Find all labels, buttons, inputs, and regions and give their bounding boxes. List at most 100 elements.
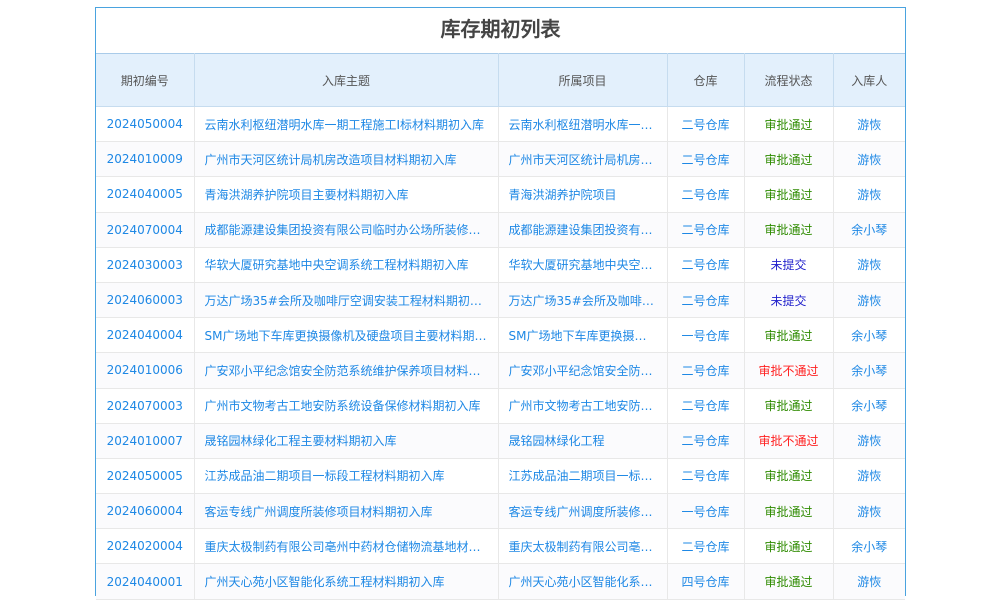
cell-warehouse: 二号仓库 [666, 141, 745, 178]
cell-person: 游恢 [832, 176, 905, 213]
cell-id[interactable]: 2024010007 [96, 422, 195, 459]
cell-subject[interactable]: 青海洪湖养护院项目主要材料期初入库 [193, 176, 499, 213]
cell-warehouse: 四号仓库 [666, 563, 745, 600]
cell-project: 广安邓小平纪念馆安全防范系统维护保养项目 [497, 352, 668, 389]
cell-project: 华软大厦研究基地中央空调系统工程 [497, 246, 668, 283]
cell-id[interactable]: 2024050005 [96, 457, 195, 495]
cell-project: SM广场地下车库更换摄像机及硬盘项目 [497, 317, 668, 354]
cell-warehouse: 二号仓库 [666, 246, 745, 283]
cell-project: 青海洪湖养护院项目 [497, 176, 668, 213]
cell-status: 未提交 [743, 246, 834, 283]
cell-warehouse: 二号仓库 [666, 528, 745, 565]
cell-subject[interactable]: 重庆太极制药有限公司亳州中药材仓储物流基地材料期初入库 [193, 528, 499, 565]
cell-subject[interactable]: 万达广场35#会所及咖啡厅空调安装工程材料期初入库 [193, 281, 499, 319]
cell-id[interactable]: 2024070004 [96, 211, 195, 248]
cell-subject[interactable]: 广州市天河区统计局机房改造项目材料期初入库 [193, 141, 499, 178]
cell-warehouse: 二号仓库 [666, 352, 745, 389]
cell-person: 余小琴 [832, 211, 905, 248]
cell-id[interactable]: 2024050004 [96, 105, 195, 143]
cell-id[interactable]: 2024010006 [96, 352, 195, 389]
cell-status: 未提交 [743, 281, 834, 319]
inventory-table: 期初编号 入库主题 所属项目 仓库 流程状态 入库人 2024050004 云南水利枢纽潜明… [96, 53, 905, 600]
cell-id[interactable]: 2024020004 [96, 528, 195, 565]
column-header-status[interactable]: 流程状态 [743, 53, 834, 107]
cell-id[interactable]: 2024060003 [96, 281, 195, 319]
cell-id[interactable]: 2024040004 [96, 317, 195, 354]
cell-subject[interactable]: 成都能源建设集团投资有限公司临时办公场所装修材料期初入库 [193, 211, 499, 248]
cell-person: 余小琴 [832, 387, 905, 424]
column-header-project[interactable]: 所属项目 [497, 53, 668, 107]
cell-person: 余小琴 [832, 317, 905, 354]
cell-project: 客运专线广州调度所装修项目 [497, 493, 668, 530]
cell-warehouse: 二号仓库 [666, 281, 745, 319]
cell-subject[interactable]: 广安邓小平纪念馆安全防范系统维护保养项目材料期初入库 [193, 352, 499, 389]
cell-project: 重庆太极制药有限公司亳州中药材仓储物流基地 [497, 528, 668, 565]
cell-status: 审批不通过 [743, 352, 834, 389]
cell-status: 审批通过 [743, 563, 834, 600]
page-title: 库存期初列表 [440, 17, 561, 41]
table-row[interactable]: 2024060003 万达广场35#会所及咖啡厅空调安装工程材料期初入库 万达广场3… [96, 281, 905, 319]
column-header-person[interactable]: 入库人 [832, 53, 905, 107]
cell-warehouse: 二号仓库 [666, 422, 745, 459]
cell-id[interactable]: 2024040001 [96, 563, 195, 600]
cell-id[interactable]: 2024030003 [96, 246, 195, 283]
column-header-warehouse[interactable]: 仓库 [666, 53, 745, 107]
column-header-id[interactable]: 期初编号 [96, 53, 195, 107]
cell-person: 游恢 [832, 563, 905, 600]
table-row[interactable]: 2024030003 华软大厦研究基地中央空调系统工程材料期初入库 华软大厦研究基地… [96, 246, 905, 283]
cell-subject[interactable]: 广州市文物考古工地安防系统设备保修材料期初入库 [193, 387, 499, 424]
table-row[interactable]: 2024070004成都能源建设集团投资有限公司临时办公场所装修材料期初入库成都… [96, 211, 905, 248]
cell-person: 游恢 [832, 493, 905, 530]
cell-warehouse: 二号仓库 [666, 457, 745, 495]
table-row[interactable]: 2024050004 云南水利枢纽潜明水库一期工程施工I标材料期初入库 云南水利枢纽… [96, 105, 905, 143]
cell-id[interactable]: 2024040005 [96, 176, 195, 213]
table-row[interactable]: 2024020004 重庆太极制药有限公司亳州中药材仓储物流基地材料期初入库 重庆太… [96, 528, 905, 565]
cell-id[interactable]: 2024070003 [96, 387, 195, 424]
table-row[interactable]: 2024010009 广州市天河区统计局机房改造项目材料期初入库 广州市天河区统计局… [96, 141, 905, 178]
cell-project: 广州市天河区统计局机房改造项目 [497, 141, 668, 178]
cell-person: 游恢 [832, 105, 905, 143]
cell-status: 审批通过 [743, 105, 834, 143]
cell-warehouse: 二号仓库 [666, 176, 745, 213]
cell-project: 江苏成品油二期项目一标段工程 [497, 457, 668, 495]
table-row[interactable]: 2024050005 江苏成品油二期项目一标段工程材料期初入库 江苏成品油二期项目一… [96, 457, 905, 495]
cell-status: 审批通过 [743, 176, 834, 213]
column-header-subject[interactable]: 入库主题 [193, 53, 499, 107]
cell-warehouse: 二号仓库 [666, 211, 745, 248]
table-row[interactable]: 2024070003 广州市文物考古工地安防系统设备保修材料期初入库 广州市文物考古… [96, 387, 905, 424]
cell-person: 游恢 [832, 141, 905, 178]
cell-subject[interactable]: 广州天心苑小区智能化系统工程材料期初入库 [193, 563, 499, 600]
cell-warehouse: 二号仓库 [666, 387, 745, 424]
cell-subject[interactable]: 晟铭园林绿化工程主要材料期初入库 [193, 422, 499, 459]
cell-project: 广州天心苑小区智能化系统工程 [497, 563, 668, 600]
cell-project: 成都能源建设集团投资有限公司临时办公场所装修 [497, 211, 668, 248]
cell-id[interactable]: 2024060004 [96, 493, 195, 530]
cell-status: 审批通过 [743, 317, 834, 354]
cell-subject[interactable]: SM广场地下车库更换摄像机及硬盘项目主要材料期初入库 [193, 317, 499, 354]
cell-project: 广州市文物考古工地安防系统设备保修 [497, 387, 668, 424]
table-row[interactable]: 2024040005 青海洪湖养护院项目主要材料期初入库 青海洪湖养护院项目 二号仓库… [96, 176, 905, 213]
cell-person: 游恢 [832, 457, 905, 495]
cell-status: 审批通过 [743, 387, 834, 424]
table-row[interactable]: 2024040004 SM广场地下车库更换摄像机及硬盘项目主要材料期初入库 SM广场… [96, 317, 905, 354]
cell-person: 余小琴 [832, 352, 905, 389]
cell-status: 审批不通过 [743, 422, 834, 459]
table-row[interactable]: 2024010006 广安邓小平纪念馆安全防范系统维护保养项目材料期初入库 广安邓小… [96, 352, 905, 389]
cell-person: 游恢 [832, 246, 905, 283]
cell-warehouse: 一号仓库 [666, 493, 745, 530]
cell-status: 审批通过 [743, 141, 834, 178]
cell-subject[interactable]: 云南水利枢纽潜明水库一期工程施工I标材料期初入库 [193, 105, 499, 143]
table-row[interactable]: 2024010007 晟铭园林绿化工程主要材料期初入库 晟铭园林绿化工程 二号仓库 审批… [96, 422, 905, 459]
cell-person: 余小琴 [832, 528, 905, 565]
table-row[interactable]: 2024060004 客运专线广州调度所装修项目材料期初入库 客运专线广州调度所装修… [96, 493, 905, 530]
cell-project: 晟铭园林绿化工程 [497, 422, 668, 459]
cell-subject[interactable]: 江苏成品油二期项目一标段工程材料期初入库 [193, 457, 499, 495]
cell-id[interactable]: 2024010009 [96, 141, 195, 178]
cell-project: 万达广场35#会所及咖啡厅空调安装工程 [497, 281, 668, 319]
cell-status: 审批通过 [743, 457, 834, 495]
cell-status: 审批通过 [743, 528, 834, 565]
table-row[interactable]: 2024040001 广州天心苑小区智能化系统工程材料期初入库 广州天心苑小区智能化… [96, 563, 905, 600]
cell-status: 审批通过 [743, 211, 834, 248]
cell-subject[interactable]: 华软大厦研究基地中央空调系统工程材料期初入库 [193, 246, 499, 283]
cell-subject[interactable]: 客运专线广州调度所装修项目材料期初入库 [193, 493, 499, 530]
